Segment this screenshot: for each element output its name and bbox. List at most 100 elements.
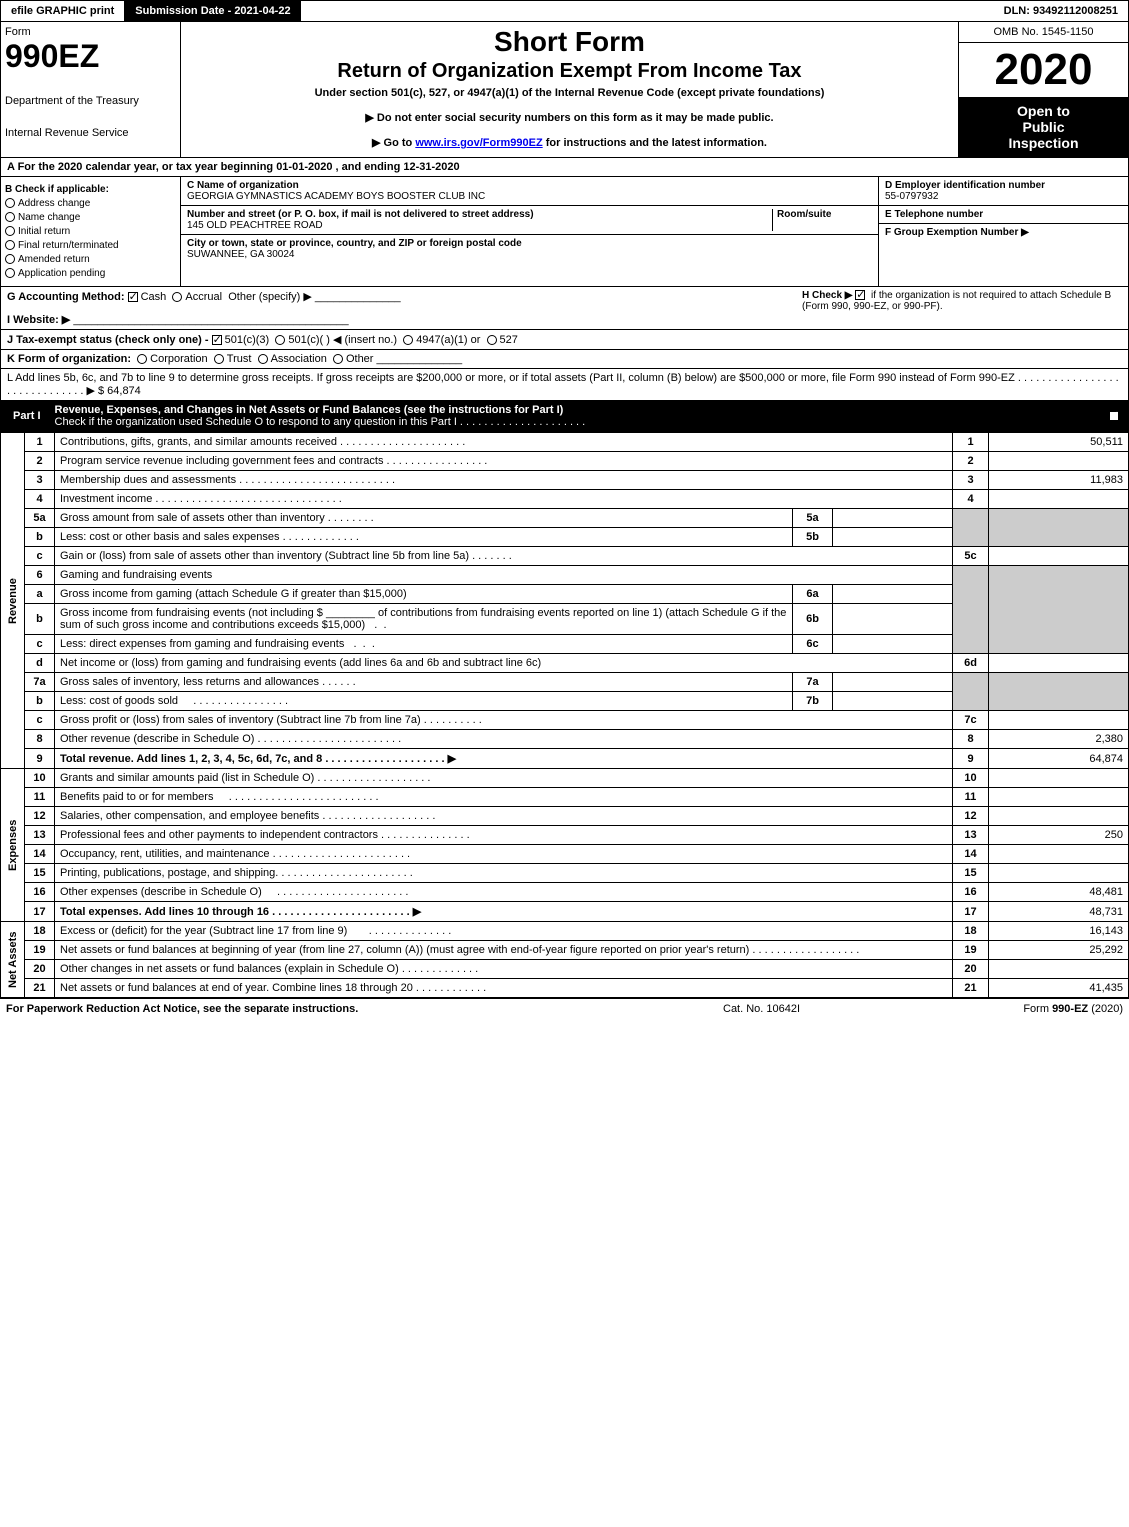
line-desc: Total revenue. Add lines 1, 2, 3, 4, 5c,… (55, 749, 953, 769)
line-desc: Net assets or fund balances at end of ye… (55, 979, 953, 998)
table-row: 9 Total revenue. Add lines 1, 2, 3, 4, 5… (1, 749, 1129, 769)
header-right: OMB No. 1545-1150 2020 Open to Public In… (958, 22, 1128, 157)
line-desc: Gaming and fundraising events (55, 566, 953, 585)
table-row: 17 Total expenses. Add lines 10 through … (1, 902, 1129, 922)
check-initial-return[interactable]: Initial return (5, 226, 176, 237)
line-num: 9 (25, 749, 55, 769)
line-desc: Excess or (deficit) for the year (Subtra… (55, 922, 953, 941)
part1-header: Part I Revenue, Expenses, and Changes in… (0, 401, 1129, 432)
city-label: City or town, state or province, country… (187, 238, 872, 249)
line-ref: 6d (953, 654, 989, 673)
line-num: 12 (25, 807, 55, 826)
check-application-pending[interactable]: Application pending (5, 268, 176, 279)
table-row: 3 Membership dues and assessments . . . … (1, 471, 1129, 490)
section-b: B Check if applicable: Address change Na… (1, 177, 181, 286)
line-num: 18 (25, 922, 55, 941)
table-row: 14 Occupancy, rent, utilities, and maint… (1, 845, 1129, 864)
line-num: 16 (25, 883, 55, 902)
part1-table: Revenue 1 Contributions, gifts, grants, … (0, 432, 1129, 998)
table-row: d Net income or (loss) from gaming and f… (1, 654, 1129, 673)
addr-cell: Number and street (or P. O. box, if mail… (181, 206, 878, 235)
line-value (989, 788, 1129, 807)
line-ref: 17 (953, 902, 989, 922)
inspect-line2: Public (965, 119, 1122, 135)
check-schedule-o[interactable] (1109, 411, 1119, 421)
ein-value: 55-0797932 (885, 191, 1122, 202)
check-corporation[interactable] (137, 354, 147, 364)
org-name: GEORGIA GYMNASTICS ACADEMY BOYS BOOSTER … (187, 191, 872, 202)
check-schedule-b[interactable] (855, 290, 865, 300)
check-4947[interactable] (403, 335, 413, 345)
line-value: 48,731 (989, 902, 1129, 922)
check-amended-return[interactable]: Amended return (5, 254, 176, 265)
shade-cell (953, 509, 989, 547)
irs-link[interactable]: www.irs.gov/Form990EZ (415, 137, 542, 149)
check-other-org[interactable] (333, 354, 343, 364)
h-label: H Check ▶ (802, 290, 852, 301)
subtitle: Under section 501(c), 527, or 4947(a)(1)… (185, 87, 954, 99)
b-label: B Check if applicable: (5, 184, 176, 195)
line-value: 16,143 (989, 922, 1129, 941)
line-num: 6 (25, 566, 55, 585)
line-num: b (25, 604, 55, 635)
other-specify: Other (specify) ▶ (228, 291, 312, 303)
line-num: 5a (25, 509, 55, 528)
sub-line-value (833, 509, 953, 528)
city-state-zip: SUWANNEE, GA 30024 (187, 249, 872, 260)
line-num: 3 (25, 471, 55, 490)
line-desc: Gross profit or (loss) from sales of inv… (55, 711, 953, 730)
line-num: 20 (25, 960, 55, 979)
check-cash[interactable] (128, 292, 138, 302)
part1-label: Part I (7, 410, 47, 422)
line-ref: 7c (953, 711, 989, 730)
table-row: Expenses 10 Grants and similar amounts p… (1, 769, 1129, 788)
check-address-change[interactable]: Address change (5, 198, 176, 209)
line-value: 64,874 (989, 749, 1129, 769)
line-desc: Less: direct expenses from gaming and fu… (55, 635, 793, 654)
check-final-return[interactable]: Final return/terminated (5, 240, 176, 251)
check-501c3[interactable] (212, 335, 222, 345)
line-ref: 12 (953, 807, 989, 826)
line-desc: Printing, publications, postage, and shi… (55, 864, 953, 883)
line-ref: 15 (953, 864, 989, 883)
ein-label: D Employer identification number (885, 180, 1122, 191)
table-row: 8 Other revenue (describe in Schedule O)… (1, 730, 1129, 749)
line-num: c (25, 711, 55, 730)
org-name-cell: C Name of organization GEORGIA GYMNASTIC… (181, 177, 878, 206)
table-row: c Gain or (loss) from sale of assets oth… (1, 547, 1129, 566)
check-501c[interactable] (275, 335, 285, 345)
dln: DLN: 93492112008251 (994, 1, 1128, 21)
table-row: 16 Other expenses (describe in Schedule … (1, 883, 1129, 902)
line-desc: Gross income from fundraising events (no… (55, 604, 793, 635)
table-row: 7a Gross sales of inventory, less return… (1, 673, 1129, 692)
line-desc: Other revenue (describe in Schedule O) .… (55, 730, 953, 749)
line-desc: Net income or (loss) from gaming and fun… (55, 654, 953, 673)
footer-left: For Paperwork Reduction Act Notice, see … (6, 1003, 723, 1015)
line-value: 2,380 (989, 730, 1129, 749)
line-desc: Total expenses. Add lines 10 through 16 … (55, 902, 953, 922)
check-name-change[interactable]: Name change (5, 212, 176, 223)
line-num: 4 (25, 490, 55, 509)
addr-label: Number and street (or P. O. box, if mail… (187, 209, 772, 220)
line-ref: 1 (953, 433, 989, 452)
line-desc: Salaries, other compensation, and employ… (55, 807, 953, 826)
submission-date: Submission Date - 2021-04-22 (125, 1, 301, 21)
line-desc: Other expenses (describe in Schedule O) … (55, 883, 953, 902)
line-desc: Gross amount from sale of assets other t… (55, 509, 793, 528)
footer-cat-no: Cat. No. 10642I (723, 1003, 923, 1015)
check-527[interactable] (487, 335, 497, 345)
page-footer: For Paperwork Reduction Act Notice, see … (0, 998, 1129, 1019)
efile-print-button[interactable]: efile GRAPHIC print (1, 1, 125, 21)
line-num: 19 (25, 941, 55, 960)
line-desc: Less: cost or other basis and sales expe… (55, 528, 793, 547)
row-l: L Add lines 5b, 6c, and 7b to line 9 to … (0, 369, 1129, 401)
table-row: 6 Gaming and fundraising events (1, 566, 1129, 585)
check-accrual[interactable] (172, 292, 182, 302)
shade-cell (989, 509, 1129, 547)
check-association[interactable] (258, 354, 268, 364)
line-ref: 8 (953, 730, 989, 749)
line-num: 10 (25, 769, 55, 788)
line-ref: 21 (953, 979, 989, 998)
line-value (989, 807, 1129, 826)
check-trust[interactable] (214, 354, 224, 364)
